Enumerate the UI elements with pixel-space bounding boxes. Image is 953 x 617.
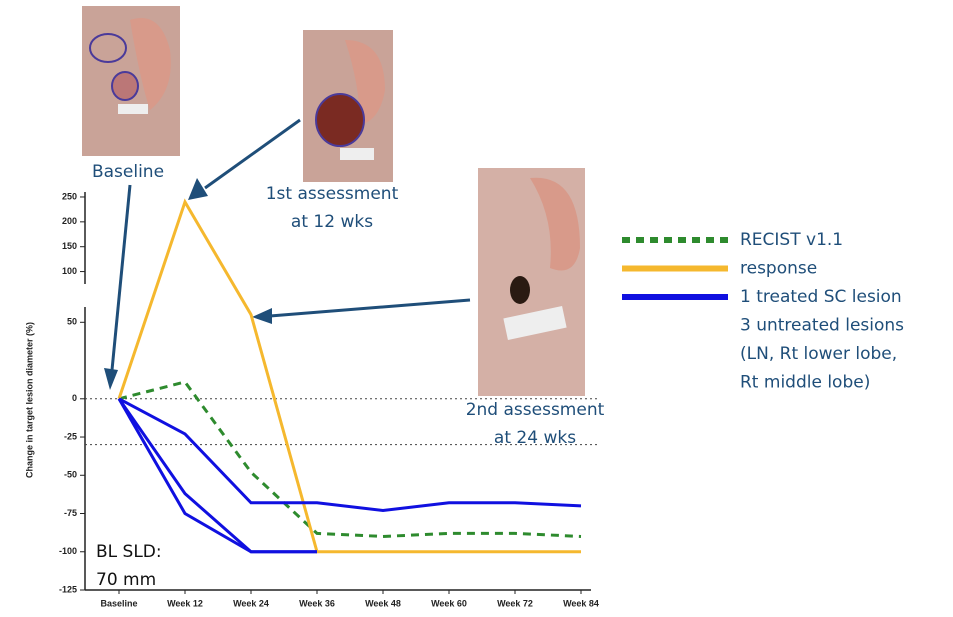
y-axis-label: Change in target lesion diameter (%)	[24, 322, 34, 478]
photo-baseline	[82, 6, 180, 156]
arrows	[104, 120, 470, 390]
series-line	[119, 399, 317, 552]
legend-text: (LN, Rt lower lobe,	[740, 344, 897, 364]
series-line	[119, 399, 317, 552]
y-tick-label: 200	[62, 216, 77, 226]
annotation: Baseline	[92, 162, 164, 182]
x-tick-label: Week 60	[431, 598, 467, 608]
annotation: 2nd assessment	[466, 400, 605, 420]
legend-label: response	[740, 259, 817, 279]
annotation: 1st assessment	[266, 184, 399, 204]
annotation: BL SLD:	[96, 542, 162, 562]
legend-text: 3 untreated lesions	[740, 316, 904, 336]
y-tick-label: -25	[64, 431, 77, 441]
legend-label: RECIST v1.1	[740, 230, 843, 250]
y-tick-label: 0	[72, 393, 77, 403]
annotation: 70 mm	[96, 570, 156, 590]
annotation: at 12 wks	[291, 212, 373, 232]
y-tick-label: -50	[64, 470, 77, 480]
legend-text: Rt middle lobe)	[740, 373, 870, 393]
photo-12wks	[303, 30, 393, 182]
y-tick-label: 50	[67, 317, 77, 327]
y-tick-label: 100	[62, 266, 77, 276]
x-tick-label: Week 84	[563, 598, 599, 608]
legend-label: 1 treated SC lesion	[740, 287, 902, 307]
y-tick-label: 250	[62, 191, 77, 201]
x-tick-label: Week 72	[497, 598, 533, 608]
chart: Change in target lesion diameter (%) -12…	[0, 0, 953, 613]
y-tick-label: -100	[59, 546, 77, 556]
x-tick-label: Baseline	[100, 598, 137, 608]
y-tick-label: 150	[62, 241, 77, 251]
x-tick-label: Week 24	[233, 598, 269, 608]
x-tick-label: Week 36	[299, 598, 335, 608]
photo-24wks	[478, 168, 585, 396]
x-tick-label: Week 48	[365, 598, 401, 608]
y-tick-label: -125	[59, 584, 77, 594]
x-tick-label: Week 12	[167, 598, 203, 608]
y-tick-label: -75	[64, 508, 77, 518]
annotation: at 24 wks	[494, 428, 576, 448]
